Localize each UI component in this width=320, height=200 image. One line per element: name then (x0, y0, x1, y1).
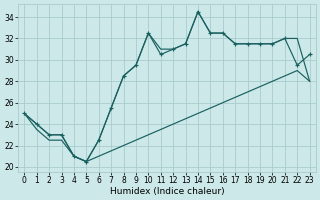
X-axis label: Humidex (Indice chaleur): Humidex (Indice chaleur) (110, 187, 224, 196)
